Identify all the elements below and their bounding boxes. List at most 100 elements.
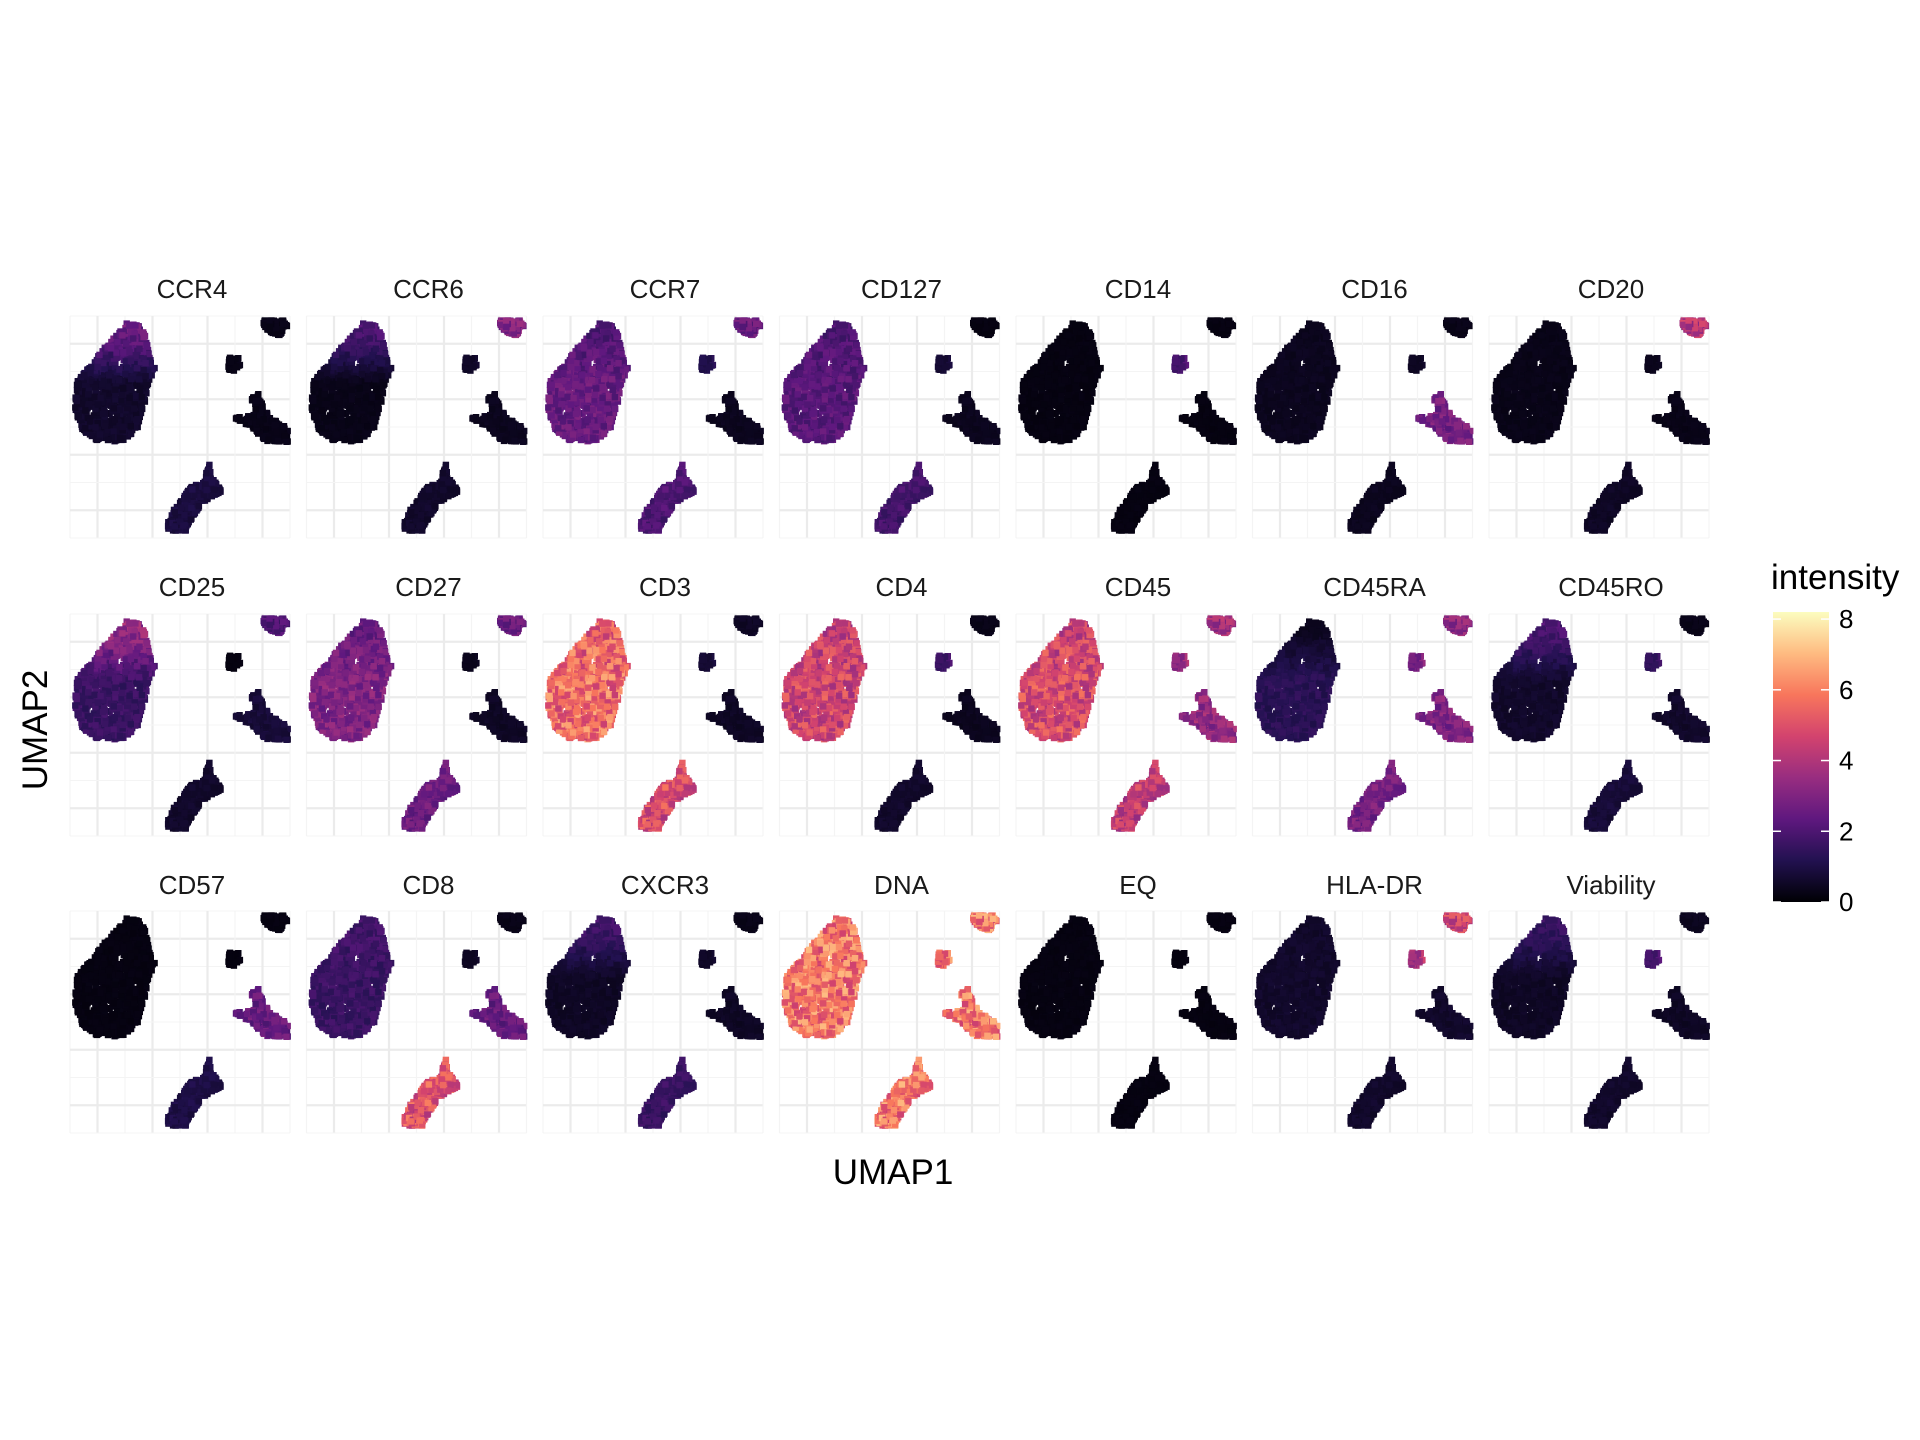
data-point [112,386,119,393]
data-point [583,405,590,412]
data-point [336,410,343,418]
data-point [84,377,92,384]
data-point [352,366,360,373]
data-point [124,404,131,412]
data-point [280,423,287,430]
data-point [127,357,135,364]
data-point [355,391,362,399]
data-point [236,417,244,424]
data-point [263,419,271,426]
data-point [132,338,139,346]
data-point [140,378,147,385]
data-point [131,360,138,368]
data-point [328,384,335,391]
data-point [96,351,103,359]
data-point [589,406,596,414]
data-point [570,395,577,402]
data-point [382,357,389,364]
data-point [488,406,496,413]
data-point [136,411,143,419]
data-point [144,368,152,376]
data-point [379,390,387,397]
data-point [554,371,561,379]
data-point [117,353,125,361]
data-point [565,384,572,391]
data-point [572,410,580,418]
data-point [128,375,135,383]
data-point [332,351,340,359]
data-point [347,405,354,412]
data-point [580,345,588,352]
data-point [360,364,367,371]
data-point [112,391,119,398]
data-point [729,418,736,425]
data-point [89,374,96,381]
data-point [357,378,364,385]
data-point [447,486,454,493]
data-point [323,369,331,377]
data-point [370,415,378,423]
data-point [361,433,368,440]
data-point [363,366,371,373]
data-point [564,393,571,400]
data-point [373,386,380,394]
data-point [609,386,617,394]
data-point [753,423,760,430]
data-point [332,408,340,416]
data-point [364,423,371,430]
data-point [111,363,119,371]
data-point [225,363,232,370]
data-point [99,410,107,418]
data-point [414,504,421,511]
data-point [372,345,380,352]
data-point [255,391,262,398]
data-point [348,386,355,393]
data-point [108,351,116,359]
data-point [92,405,99,412]
data-point [519,438,527,445]
data-point [375,394,382,401]
cluster-main [308,320,395,445]
data-point [381,350,389,358]
data-point [480,415,487,423]
data-point [253,427,260,434]
data-point [589,434,597,441]
data-point [319,429,326,436]
data-point [112,396,119,403]
data-point [110,405,117,412]
data-point [130,414,137,421]
data-point [203,470,210,477]
data-point [107,345,115,352]
data-point [261,321,268,329]
data-point [567,401,575,408]
data-point [420,493,428,500]
data-point [358,370,366,378]
data-point [555,407,562,414]
data-point [268,418,276,425]
data-point [252,398,260,405]
data-point [134,415,141,423]
data-point [94,357,102,364]
data-point [122,358,129,365]
data-point [318,407,326,414]
data-point [584,416,591,423]
data-point [490,427,497,434]
data-point [348,434,355,441]
data-point [202,482,209,490]
data-point [116,345,123,352]
data-point [195,503,203,510]
data-point [354,396,361,403]
data-point [348,358,356,366]
data-point [127,430,135,437]
data-point [73,397,80,405]
data-point [310,397,317,405]
data-point [425,486,433,493]
data-point [546,397,553,405]
data-point [140,355,147,362]
data-point [252,420,260,427]
data-point [558,400,565,408]
data-point [96,408,103,416]
data-point [613,366,620,374]
data-point [75,384,82,392]
data-point [369,381,377,388]
